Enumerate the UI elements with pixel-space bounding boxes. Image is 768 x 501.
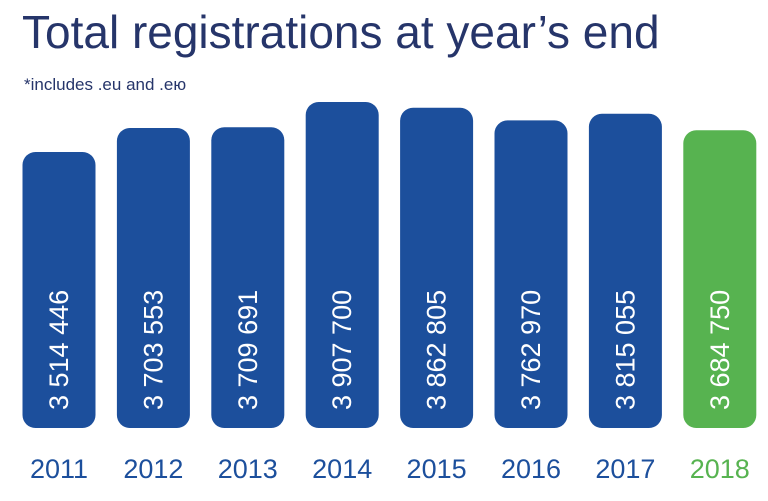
bar-group-2011: 3 514 446 2011: [22, 152, 96, 484]
bar-2012: [116, 128, 190, 428]
bar-group-2016: 3 762 970 2016: [494, 120, 568, 484]
chart-subtitle: *includes .eu and .ею: [24, 75, 187, 94]
category-label-2018: 2018: [690, 454, 750, 484]
category-label-2013: 2013: [218, 454, 278, 484]
bar-2018: [683, 130, 757, 429]
bar-group-2012: 3 703 553 2012: [116, 128, 190, 484]
category-label-2012: 2012: [123, 454, 183, 484]
value-label-2018: 3 684 750: [705, 290, 735, 410]
category-label-2015: 2015: [407, 454, 467, 484]
category-label-2011: 2011: [30, 454, 88, 484]
bar-2013: [211, 127, 285, 428]
bar-2014: [305, 102, 379, 428]
category-label-2016: 2016: [501, 454, 561, 484]
bar-2015: [400, 107, 474, 428]
bar-group-2013: 3 709 691 2013: [211, 127, 285, 484]
bar-2016: [494, 120, 568, 429]
bar-group-2014: 3 907 700 2014: [305, 102, 379, 484]
bar-group-2018: 3 684 750 2018: [683, 130, 757, 484]
bar-2011: [22, 152, 96, 428]
value-label-2014: 3 907 700: [327, 290, 357, 410]
bar-group-2015: 3 862 805 2015: [400, 107, 474, 484]
value-label-2015: 3 862 805: [422, 290, 452, 410]
chart-title: Total registrations at year’s end: [22, 6, 660, 58]
bar-2017: [588, 113, 662, 429]
value-label-2013: 3 709 691: [233, 290, 263, 410]
bar-group-2017: 3 815 055 2017: [588, 113, 662, 484]
value-label-2012: 3 703 553: [138, 290, 168, 410]
value-label-2017: 3 815 055: [610, 290, 640, 410]
category-label-2017: 2017: [595, 454, 655, 484]
value-label-2011: 3 514 446: [44, 290, 74, 410]
category-label-2014: 2014: [312, 454, 372, 484]
value-label-2016: 3 762 970: [516, 290, 546, 410]
